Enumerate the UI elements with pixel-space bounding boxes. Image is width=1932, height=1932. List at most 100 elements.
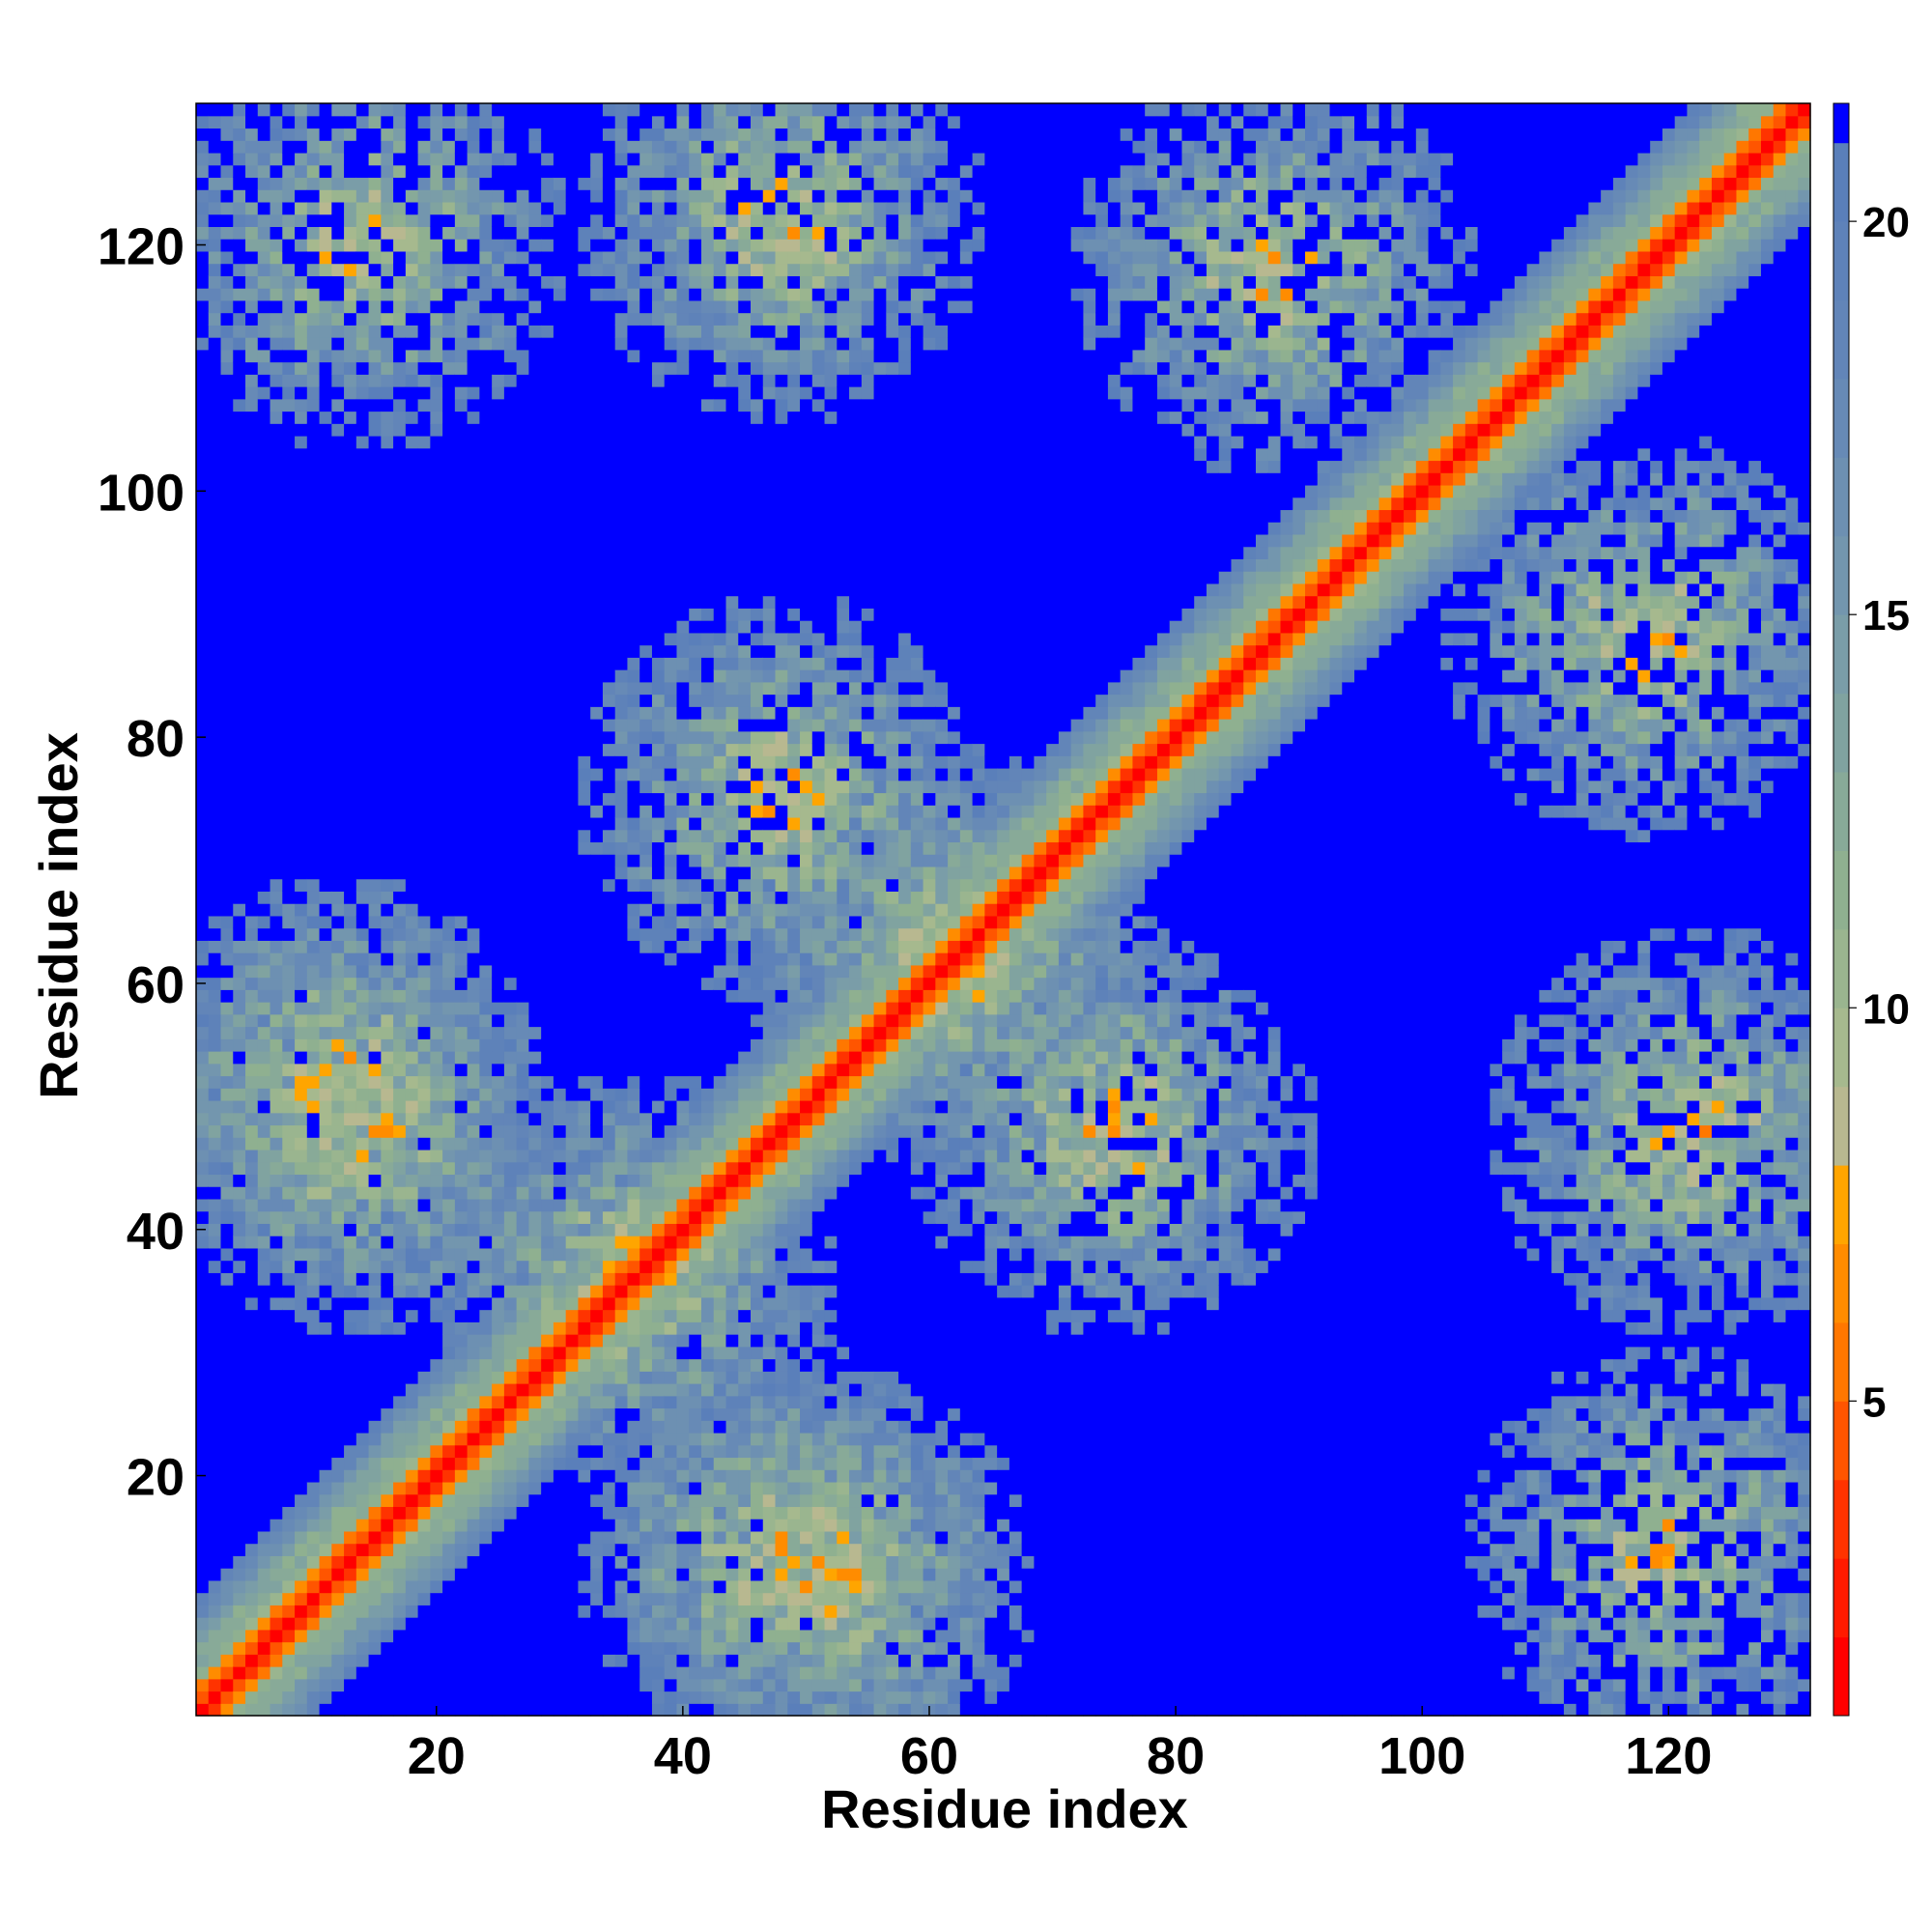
heatmap-cell [233,1432,246,1446]
heatmap-cell [196,1149,210,1163]
heatmap-cell [368,940,382,953]
heatmap-cell [516,632,530,646]
heatmap-cell [245,964,259,979]
heatmap-cell [516,681,530,696]
heatmap-cell [368,1617,382,1631]
heatmap-cell [393,1112,407,1126]
heatmap-cell [393,250,407,265]
heatmap-cell [220,423,234,437]
heatmap-cell [220,546,234,559]
heatmap-cell [467,1247,480,1262]
heatmap-cell [368,1506,382,1520]
heatmap-cell [393,374,407,387]
heatmap-cell [528,1420,542,1434]
heatmap-cell [528,1395,542,1409]
heatmap-cell [270,669,283,683]
heatmap-cell [208,792,222,806]
heatmap-cell [208,1272,222,1286]
heatmap-cell [282,1543,296,1556]
heatmap-cell [381,1099,394,1114]
heatmap-cell [590,694,604,707]
heatmap-cell [417,1654,431,1667]
heatmap-cell [295,1174,308,1187]
heatmap-cell [319,1407,332,1421]
heatmap-cell [257,423,271,437]
heatmap-cell [454,522,469,535]
heatmap-cell [503,115,518,129]
heatmap-cell [344,140,357,154]
heatmap-cell [331,891,345,904]
heatmap-cell [331,1690,345,1704]
heatmap-cell [565,201,580,215]
heatmap-cell [553,805,567,818]
heatmap-cell [208,1493,222,1508]
heatmap-cell [627,1666,640,1680]
heatmap-cell [602,1223,616,1236]
heatmap-cell [257,952,271,966]
heatmap-cell [393,767,407,781]
heatmap-cell [503,201,518,215]
heatmap-cell [565,1592,580,1605]
heatmap-cell [627,595,640,609]
heatmap-cell [331,435,345,449]
heatmap-cell [208,374,222,387]
heatmap-cell [651,743,666,756]
heatmap-cell [257,1088,271,1101]
heatmap-cell [306,1506,321,1520]
heatmap-cell [295,558,308,572]
heatmap-cell [245,706,259,720]
heatmap-cell [405,669,419,683]
heatmap-cell [614,103,629,117]
heatmap-cell [503,792,518,806]
heatmap-cell [516,386,530,400]
heatmap-cell [344,1457,357,1470]
heatmap-cell [245,632,259,646]
heatmap-cell [295,189,308,203]
heatmap-cell [233,152,246,166]
heatmap-cell [319,964,332,979]
heatmap-cell [381,1530,394,1545]
heatmap-cell [319,989,332,1003]
heatmap-cell [565,977,580,990]
heatmap-cell [393,977,407,990]
heatmap-cell [492,189,505,203]
heatmap-cell [319,1149,332,1163]
heatmap-cell [405,1210,419,1224]
heatmap-cell [405,694,419,707]
heatmap-cell [393,213,407,227]
heatmap-cell [196,1568,210,1581]
heatmap-cell [282,275,296,289]
heatmap-cell [590,854,604,867]
heatmap-cell [393,927,407,941]
heatmap-cell [257,1543,271,1556]
heatmap-cell [528,940,542,953]
heatmap-cell [331,1075,345,1089]
heatmap-cell [344,1371,357,1384]
heatmap-cell [257,1579,271,1594]
heatmap-cell [282,1038,296,1052]
heatmap-cell [639,1407,653,1421]
heatmap-cell [578,1309,591,1322]
heatmap-cell [245,423,259,437]
heatmap-cell [467,1026,480,1039]
heatmap-cell [245,1247,259,1262]
heatmap-cell [405,1186,419,1200]
heatmap-cell [331,780,345,794]
heatmap-cell [627,177,640,190]
heatmap-cell [270,361,283,375]
heatmap-cell [344,325,357,338]
heatmap-cell [639,177,653,190]
heatmap-cell [565,558,580,572]
heatmap-cell [553,1555,567,1569]
heatmap-cell [368,1629,382,1643]
heatmap-cell [602,239,616,252]
heatmap-cell [602,620,616,634]
heatmap-cell [578,891,591,904]
heatmap-cell [454,964,469,979]
heatmap-cell [295,571,308,584]
heatmap-cell [405,250,419,265]
heatmap-cell [614,1666,629,1680]
heatmap-cell [368,694,382,707]
heatmap-cell [368,866,382,880]
heatmap-cell [208,767,222,781]
